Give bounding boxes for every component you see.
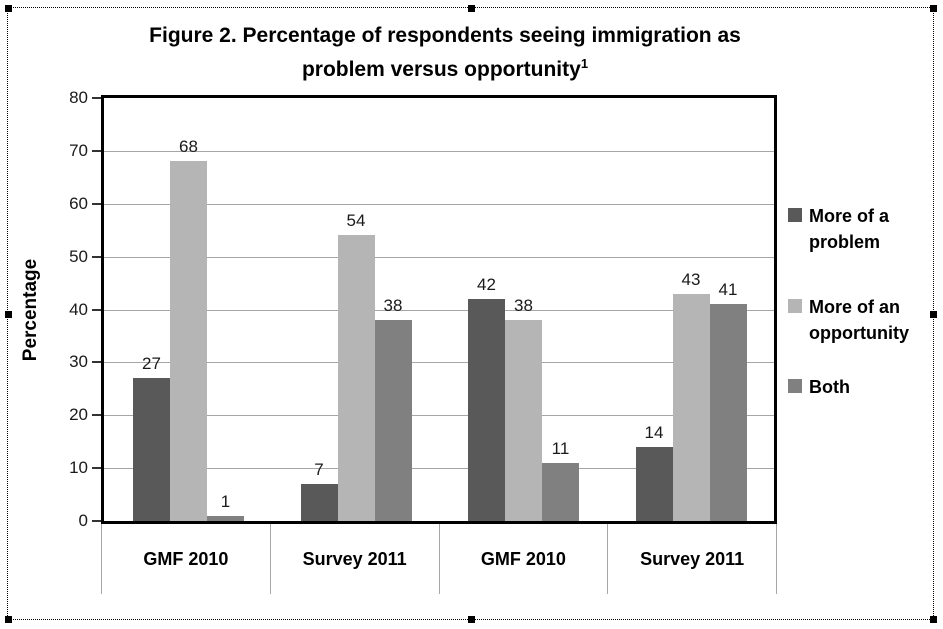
legend-entry: More of a problem [788, 203, 927, 255]
gridline [104, 468, 774, 470]
y-tick-label: 20 [69, 405, 88, 425]
resize-handle[interactable] [5, 311, 12, 318]
bar-value-label: 38 [514, 296, 533, 316]
gridline [104, 362, 774, 364]
bar-both [207, 515, 244, 521]
bar-value-label: 38 [383, 296, 403, 316]
bar-value-label: 42 [477, 274, 496, 294]
y-tick-mark [92, 97, 101, 99]
bar-both [374, 320, 412, 521]
y-tick-mark [92, 414, 101, 417]
resize-handle[interactable] [5, 5, 12, 12]
bar-more-of-a-problem [300, 484, 338, 521]
chart-title-line1: Figure 2. Percentage of respondents seei… [149, 24, 741, 47]
y-tick-mark [92, 467, 101, 470]
resize-handle[interactable] [468, 5, 475, 12]
legend-entry: More of an opportunity [788, 294, 927, 346]
bar-more-of-a-problem [133, 378, 170, 521]
y-tick-label: 70 [69, 140, 88, 160]
x-axis-category-label: Survey 2011 [607, 524, 777, 594]
legend-swatch-icon [788, 299, 802, 313]
legend-label: More of an opportunity [809, 297, 909, 343]
bar-value-label: 54 [346, 211, 366, 231]
bar-more-of-an-opportunity [672, 293, 710, 521]
bar-more-of-a-problem [468, 298, 505, 521]
x-axis-category-label: GMF 2010 [438, 524, 608, 594]
bar-more-of-an-opportunity [505, 320, 542, 521]
x-axis-category-label: Survey 2011 [269, 524, 439, 594]
legend-swatch-icon [788, 379, 802, 393]
legend-label: More of a problem [809, 206, 890, 252]
gridline [104, 256, 774, 258]
legend-swatch-icon [788, 208, 802, 222]
y-tick-label: 10 [69, 458, 88, 478]
x-axis-category-row: GMF 2010 Survey 2011 GMF 2010 Survey 2011 [101, 524, 777, 594]
y-tick-label: 50 [69, 246, 88, 266]
bar-value-label: 11 [551, 438, 570, 458]
y-tick-mark [92, 308, 101, 311]
gridline [104, 415, 774, 417]
bar-more-of-an-opportunity [337, 235, 375, 521]
gridline [104, 309, 774, 311]
gridline [104, 203, 774, 205]
plot-area: 27 7 42 14 68 54 38 43 1 38 11 41 [101, 95, 777, 524]
resize-handle[interactable] [930, 616, 937, 623]
gridline [104, 150, 774, 152]
bar-value-label: 27 [142, 354, 161, 374]
chart-title-footnote-marker: 1 [580, 56, 589, 71]
legend-entry: Both [788, 374, 927, 400]
y-tick-label: 40 [69, 299, 88, 319]
y-tick-mark [92, 149, 101, 152]
bar-value-label: 1 [220, 491, 231, 511]
bar-value-label: 68 [179, 137, 198, 157]
bar-value-label: 43 [681, 269, 701, 289]
chart-title-line2: problem versus opportunity [301, 58, 581, 81]
y-tick-label: 0 [78, 511, 88, 530]
bar-value-label: 41 [718, 280, 738, 300]
legend-label: Both [809, 377, 850, 397]
bar-more-of-a-problem [635, 446, 673, 521]
resize-handle[interactable] [468, 616, 475, 623]
y-tick-mark [92, 361, 101, 364]
bar-both [709, 304, 747, 521]
resize-handle[interactable] [930, 311, 937, 318]
y-tick-label: 30 [69, 352, 88, 372]
y-tick-label: 60 [69, 193, 88, 213]
bar-more-of-an-opportunity [170, 161, 207, 521]
chart-title: Figure 2. Percentage of respondents seei… [30, 22, 860, 84]
bar-both [542, 462, 579, 521]
y-tick-label: 80 [69, 88, 88, 107]
x-axis-category-label: GMF 2010 [101, 524, 270, 594]
bar-value-label: 14 [644, 422, 664, 442]
y-tick-mark [92, 520, 101, 522]
y-tick-mark [92, 202, 101, 205]
resize-handle[interactable] [930, 5, 937, 12]
bar-value-label: 7 [314, 459, 324, 479]
resize-handle[interactable] [5, 616, 12, 623]
y-tick-mark [92, 255, 101, 258]
